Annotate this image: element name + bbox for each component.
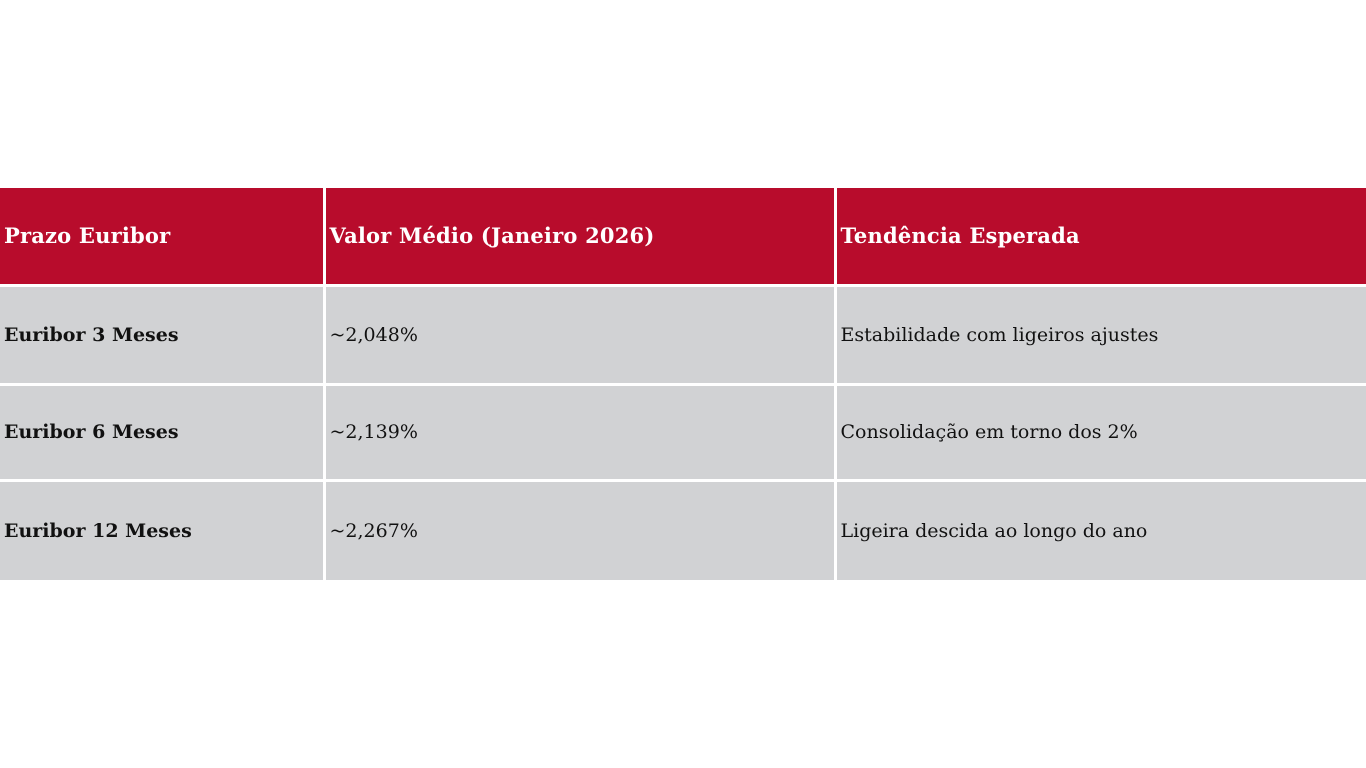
cell-trend: Consolidação em torno dos 2% [835, 384, 1366, 482]
table-row: Euribor 3 Meses ~2,048% Estabilidade com… [0, 285, 1366, 386]
cell-value: ~2,048% [324, 285, 837, 386]
header-average-value: Valor Médio (Janeiro 2026) [324, 188, 837, 287]
table-body: Euribor 3 Meses ~2,048% Estabilidade com… [0, 285, 1366, 580]
table-row: Euribor 12 Meses ~2,267% Ligeira descida… [0, 480, 1366, 580]
cell-value: ~2,139% [324, 384, 837, 482]
euribor-table-container: Prazo Euribor Valor Médio (Janeiro 2026)… [0, 188, 1366, 580]
cell-term: Euribor 3 Meses [0, 285, 326, 386]
table-row: Euribor 6 Meses ~2,139% Consolidação em … [0, 384, 1366, 482]
cell-trend: Ligeira descida ao longo do ano [835, 480, 1366, 580]
header-expected-trend: Tendência Esperada [835, 188, 1366, 287]
header-term: Prazo Euribor [0, 188, 326, 287]
cell-term: Euribor 12 Meses [0, 480, 326, 580]
table-header: Prazo Euribor Valor Médio (Janeiro 2026)… [0, 188, 1366, 287]
cell-value: ~2,267% [324, 480, 837, 580]
header-row: Prazo Euribor Valor Médio (Janeiro 2026)… [0, 188, 1366, 287]
cell-term: Euribor 6 Meses [0, 384, 326, 482]
euribor-table: Prazo Euribor Valor Médio (Janeiro 2026)… [0, 188, 1366, 580]
cell-trend: Estabilidade com ligeiros ajustes [835, 285, 1366, 386]
